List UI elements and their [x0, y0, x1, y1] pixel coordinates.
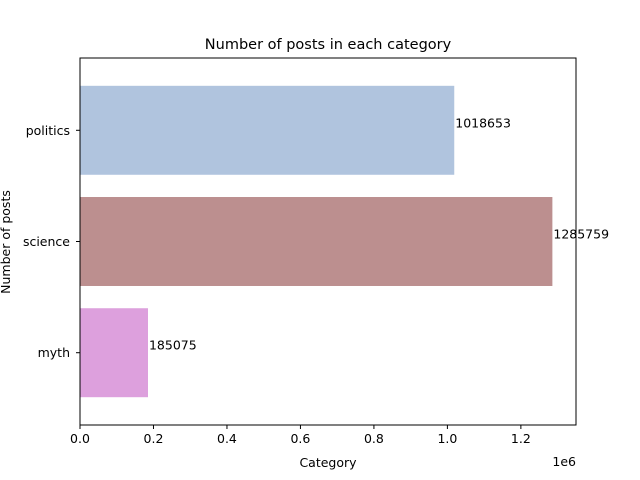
x-scale-label: 1e6 — [552, 454, 576, 469]
x-tick-label: 0.8 — [364, 431, 384, 446]
bar-science — [80, 197, 553, 286]
data-labels-group: 1018653 1285759 185075 — [149, 115, 609, 352]
y-axis: politics science myth — [23, 123, 80, 360]
data-label-myth: 185075 — [149, 338, 197, 353]
x-axis-label: Category — [299, 455, 357, 470]
plot-frame — [79, 57, 577, 426]
y-tick-label-science: science — [23, 234, 70, 249]
y-tick-label-myth: myth — [38, 345, 70, 360]
bar-politics — [80, 85, 455, 175]
x-tick-label: 1.0 — [437, 431, 457, 446]
chart-title: Number of posts in each category — [205, 37, 452, 53]
x-tick-label: 0.6 — [290, 431, 310, 446]
x-tick-label: 0.4 — [217, 431, 237, 446]
data-label-politics: 1018653 — [455, 115, 511, 130]
data-label-science: 1285759 — [553, 227, 609, 242]
x-axis: 0.0 0.2 0.4 0.6 0.8 1.0 1.2 — [70, 425, 531, 446]
x-tick-label: 0.2 — [144, 431, 164, 446]
y-axis-label: Number of posts — [0, 190, 13, 294]
bar-myth — [80, 308, 148, 398]
x-tick-label: 1.2 — [511, 431, 531, 446]
x-tick-label: 0.0 — [70, 431, 90, 446]
y-tick-label-politics: politics — [26, 123, 70, 138]
bars-group — [80, 85, 553, 398]
